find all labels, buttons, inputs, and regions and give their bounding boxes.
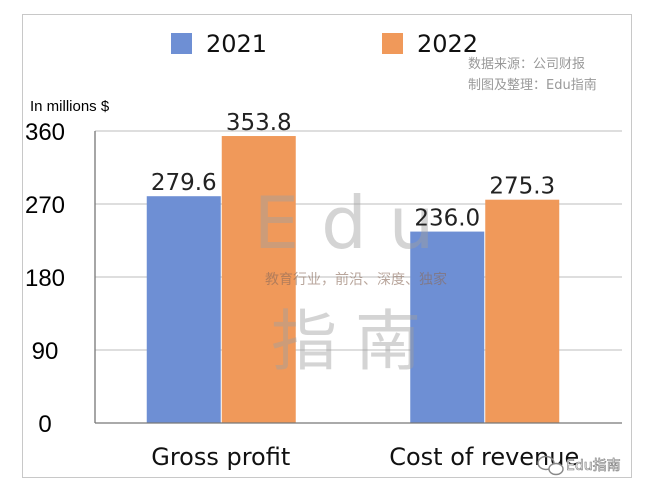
y-tick-label: 360 [25, 119, 65, 146]
wechat-icon [537, 455, 564, 476]
watermark-edu: Edu [254, 181, 457, 265]
y-tick-label: 90 [32, 338, 59, 365]
legend-swatch [382, 33, 403, 54]
legend-label: 2021 [206, 30, 267, 58]
y-tick-label: 270 [25, 192, 65, 219]
value-labels: 279.6 353.8 236.0 275.3 [151, 110, 555, 232]
legend: 2021 2022 [171, 30, 478, 58]
bar [485, 199, 560, 423]
watermark-zhinan: 指南 [271, 303, 439, 380]
wechat-badge-text: Edu指南 [566, 458, 621, 474]
legend-label: 2022 [417, 30, 478, 58]
y-tick-label: 0 [38, 411, 51, 438]
data-label: 279.6 [151, 170, 217, 196]
x-tick-label: Gross profit [151, 443, 290, 471]
bar [221, 136, 296, 424]
wechat-badge: Edu指南 [537, 455, 621, 476]
source-note-2: 制图及整理：Edu指南 [468, 77, 597, 93]
bars [146, 136, 560, 424]
watermark: Edu 指南 教育行业，前沿、深度、独家 [254, 181, 457, 380]
bar [146, 196, 221, 423]
bar [410, 231, 485, 423]
legend-swatch [171, 33, 192, 54]
data-label: 353.8 [226, 110, 292, 136]
data-label: 275.3 [489, 174, 555, 200]
source-note-1: 数据来源：公司财报 [468, 57, 585, 72]
watermark-tagline: 教育行业，前沿、深度、独家 [265, 271, 447, 288]
y-tick-label: 180 [25, 265, 65, 292]
data-label: 236.0 [414, 206, 480, 232]
unit-label: In millions $ [30, 98, 110, 115]
